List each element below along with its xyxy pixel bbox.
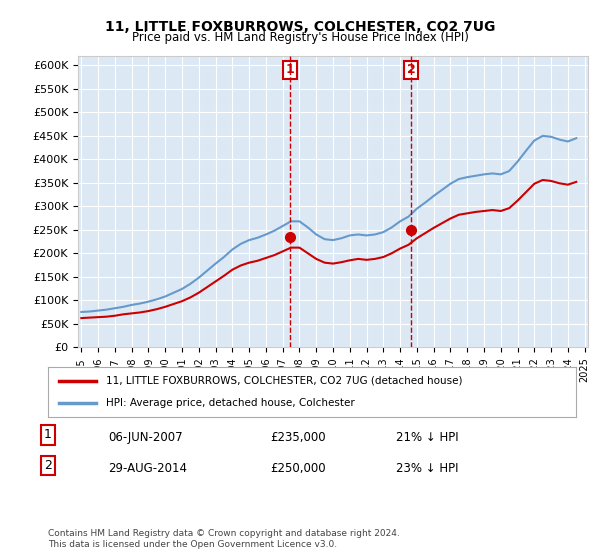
Text: 06-JUN-2007: 06-JUN-2007 (108, 431, 182, 444)
Text: 1: 1 (286, 63, 294, 76)
Text: 11, LITTLE FOXBURROWS, COLCHESTER, CO2 7UG (detached house): 11, LITTLE FOXBURROWS, COLCHESTER, CO2 7… (106, 376, 463, 386)
Text: 29-AUG-2014: 29-AUG-2014 (108, 462, 187, 475)
Text: 1: 1 (44, 428, 52, 441)
Text: 21% ↓ HPI: 21% ↓ HPI (396, 431, 458, 444)
Text: Price paid vs. HM Land Registry's House Price Index (HPI): Price paid vs. HM Land Registry's House … (131, 31, 469, 44)
Text: £235,000: £235,000 (270, 431, 326, 444)
Text: Contains HM Land Registry data © Crown copyright and database right 2024.
This d: Contains HM Land Registry data © Crown c… (48, 529, 400, 549)
Text: 2: 2 (407, 63, 416, 76)
Text: 2: 2 (44, 459, 52, 472)
Text: £250,000: £250,000 (270, 462, 326, 475)
Text: HPI: Average price, detached house, Colchester: HPI: Average price, detached house, Colc… (106, 398, 355, 408)
Text: 11, LITTLE FOXBURROWS, COLCHESTER, CO2 7UG: 11, LITTLE FOXBURROWS, COLCHESTER, CO2 7… (105, 20, 495, 34)
Text: 23% ↓ HPI: 23% ↓ HPI (396, 462, 458, 475)
